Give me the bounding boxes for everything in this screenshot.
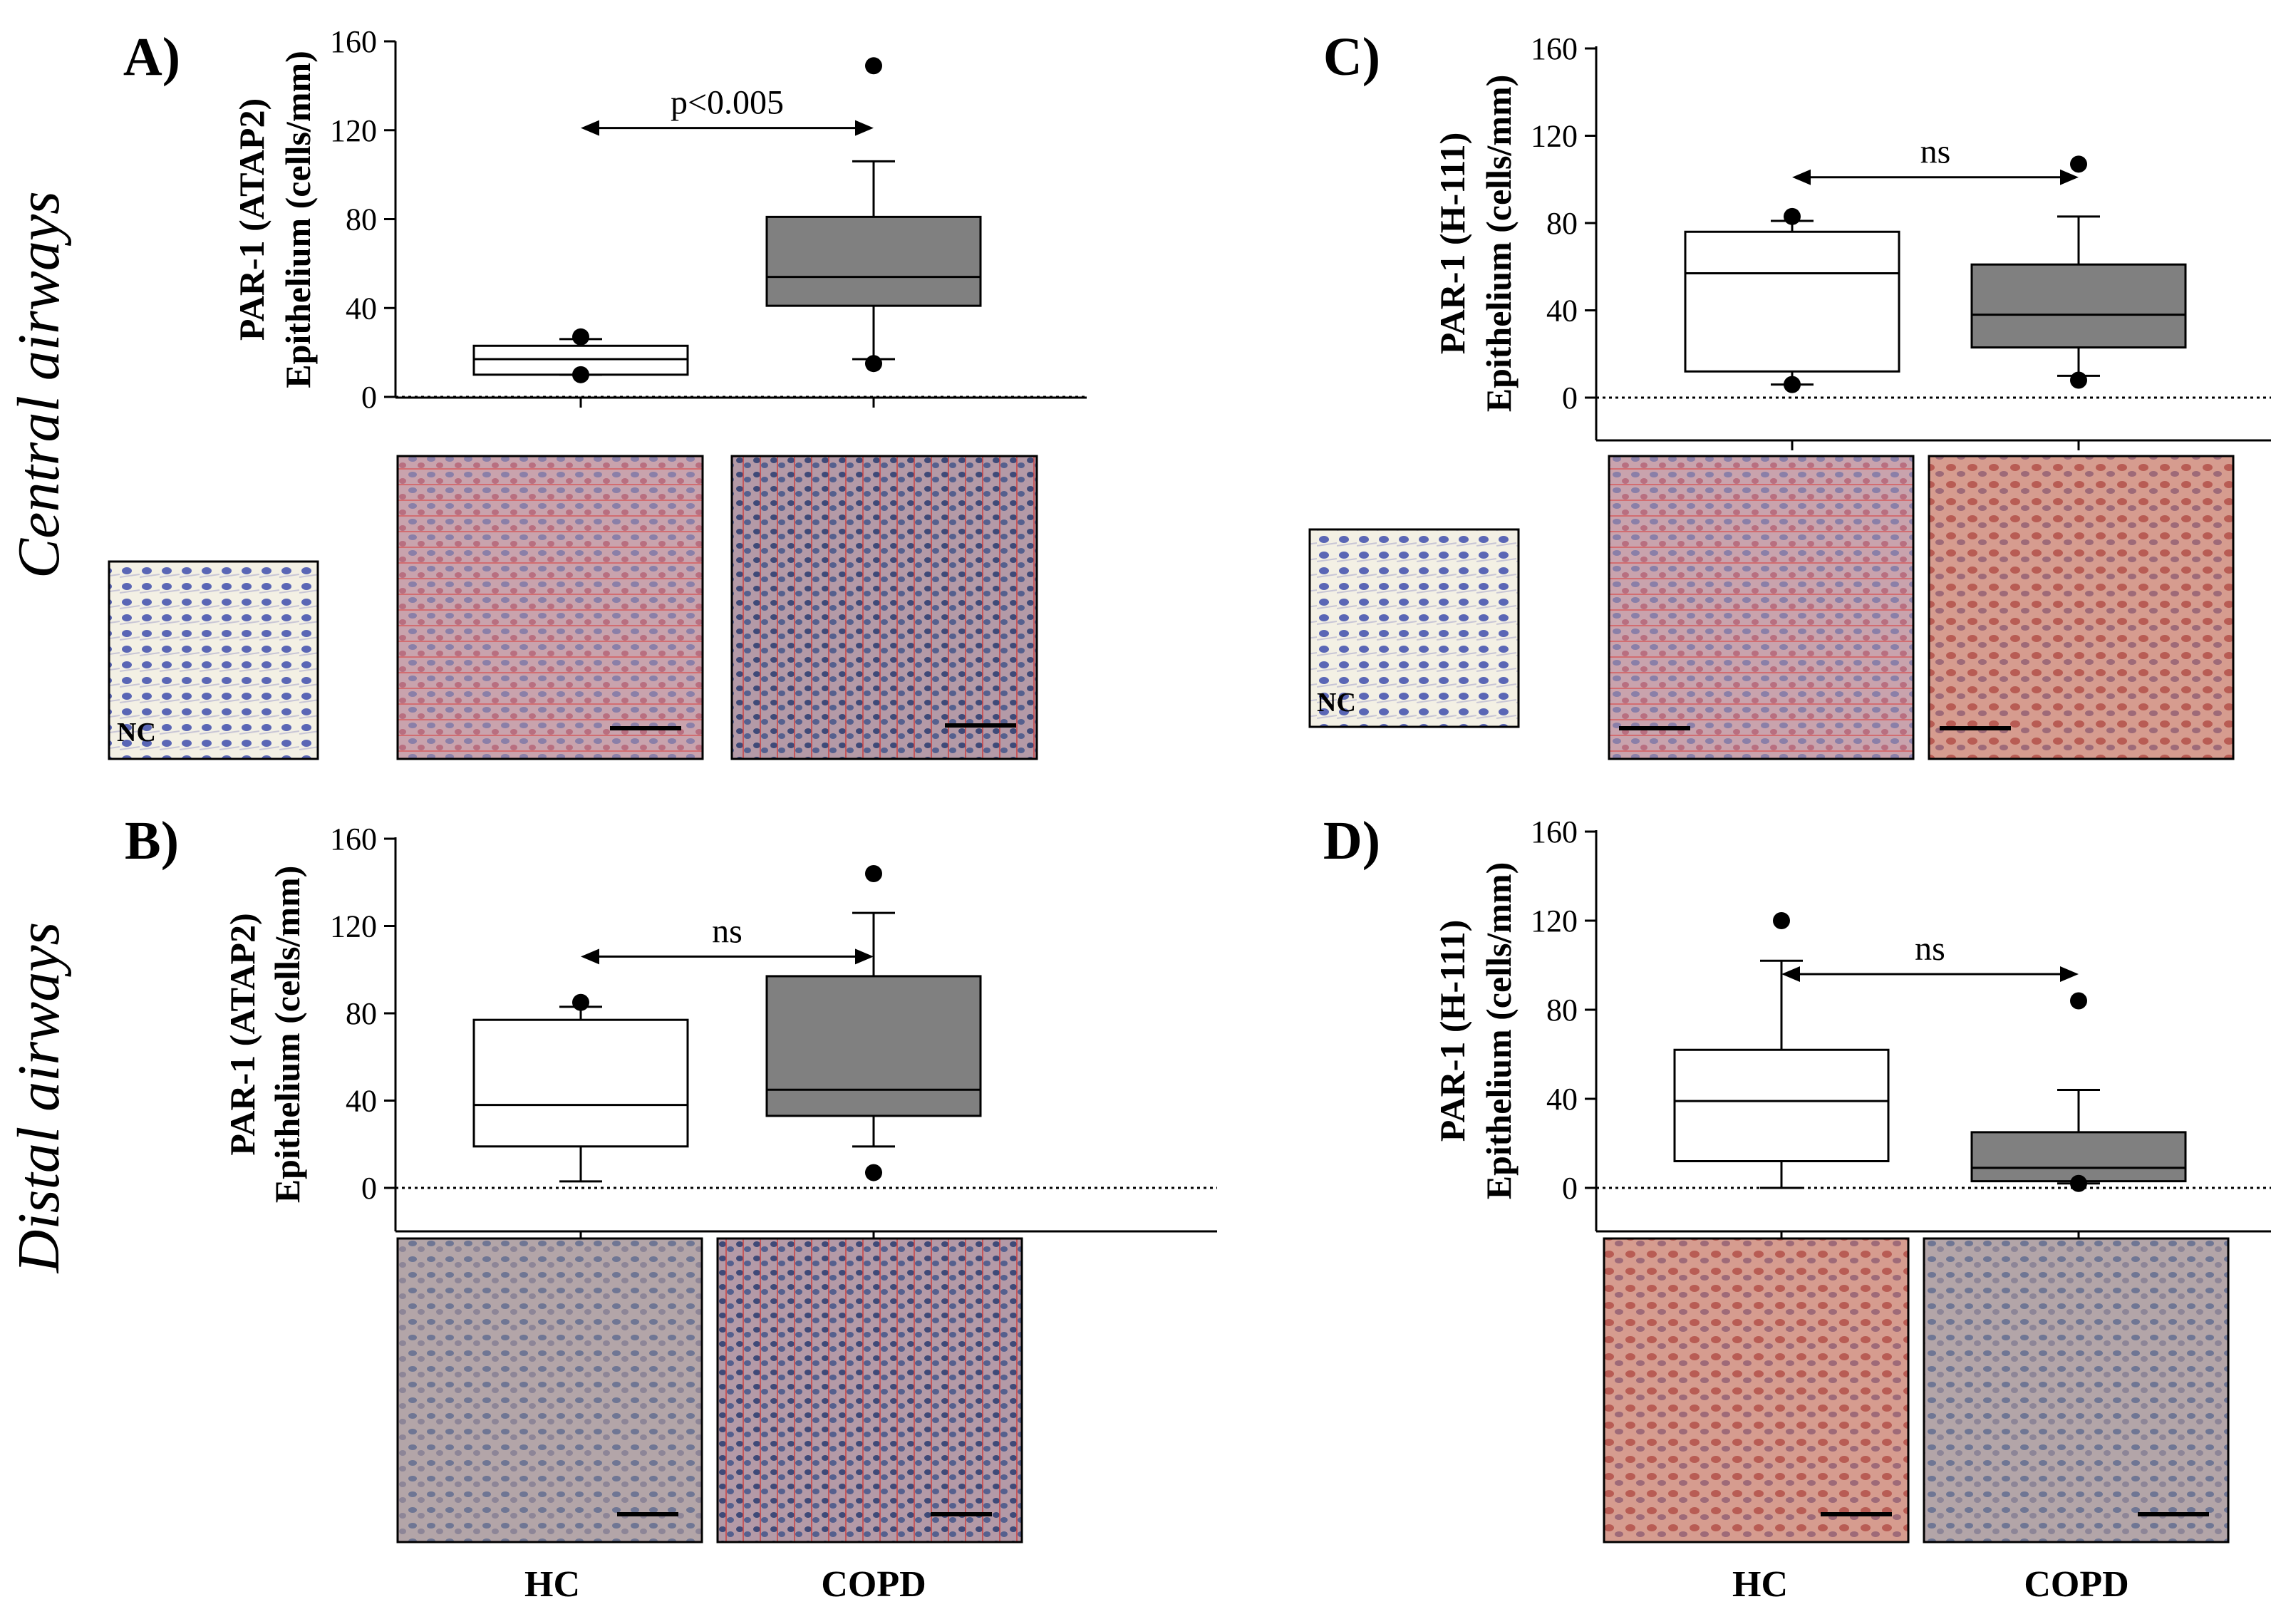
arrowhead-right [855, 120, 874, 136]
micrograph-a-hc [396, 455, 704, 760]
y-tick-label: 160 [330, 24, 377, 59]
outlier-point-copd [865, 1164, 882, 1181]
panel-d: D) PAR-1 (H-111) Epithelium (cells/mm) 0 40 8… [1323, 811, 2271, 1241]
y-axis-label-line2: Epithelium (cells/mm) [278, 51, 318, 388]
micrograph-d-hc [1603, 1237, 1910, 1543]
outlier-point-copd [865, 865, 882, 882]
y-tick-label: 0 [1562, 1171, 1578, 1206]
y-axis-label-line2: Epithelium (cells/mm) [267, 866, 307, 1204]
box-copd [1970, 1131, 2187, 1183]
y-axis-label-line2: Epithelium (cells/mm) [1479, 75, 1519, 413]
outlier-point-copd [865, 355, 882, 373]
y-axis-label-line1: PAR-1 (ATAP2) [222, 913, 262, 1155]
significance-label: p<0.005 [671, 84, 784, 122]
arrowhead-left [581, 120, 599, 136]
y-axis-label-line1: PAR-1 (H-111) [1432, 133, 1472, 355]
micrograph-d-copd [1923, 1237, 2230, 1543]
row-label-distal: Distal airways [6, 922, 72, 1273]
micrograph-c-copd [1928, 455, 2235, 760]
panel-letter: A) [123, 27, 180, 87]
row-label-central: Central airways [6, 191, 72, 579]
box-copd [765, 975, 982, 1117]
y-tick-label: 0 [1562, 381, 1578, 415]
micrograph-nc-c [1308, 528, 1520, 728]
outlier-point-copd [2070, 1174, 2087, 1192]
outlier-point-copd [2070, 371, 2087, 389]
y-tick-label: 80 [1546, 206, 1578, 241]
y-tick-label: 160 [330, 822, 377, 857]
box-copd [765, 215, 982, 307]
nc-label-a: NC [117, 718, 156, 748]
y-tick-label: 40 [346, 1084, 377, 1119]
outlier-point-copd [2070, 155, 2087, 173]
arrowhead-left [1781, 966, 1800, 982]
box-copd [1970, 263, 2187, 349]
y-tick-label: 40 [346, 291, 377, 326]
group-label-copd-right: COPD [2024, 1564, 2128, 1605]
box-hc [472, 1018, 689, 1148]
outlier-point-hc [572, 328, 589, 346]
outlier-point-copd [865, 57, 882, 75]
group-label-hc-left: HC [524, 1564, 580, 1605]
y-tick-label: 80 [1546, 993, 1578, 1028]
significance-label: ns [1915, 930, 1945, 968]
micrograph-nc-a [108, 560, 319, 760]
nc-label-c: NC [1317, 688, 1356, 718]
y-tick-label: 120 [330, 113, 377, 148]
y-tick-label: 80 [346, 202, 377, 237]
arrowhead-left [581, 948, 599, 965]
box-hc [1673, 1048, 1890, 1162]
outlier-point-hc [1773, 912, 1790, 929]
arrowhead-right [2060, 169, 2079, 185]
y-axis-label-line1: PAR-1 (ATAP2) [232, 98, 271, 341]
significance-label: ns [1920, 133, 1951, 171]
arrowhead-left [1792, 169, 1811, 185]
micrograph-b-copd [716, 1237, 1023, 1543]
outlier-point-hc [1784, 376, 1801, 393]
y-tick-label: 0 [361, 1171, 377, 1206]
y-tick-label: 120 [1531, 904, 1578, 938]
micrograph-b-hc [396, 1237, 703, 1543]
micrograph-c-hc [1608, 455, 1915, 760]
significance-label: ns [712, 912, 743, 950]
panel-letter: B) [125, 811, 179, 871]
outlier-point-hc [572, 993, 589, 1011]
y-tick-label: 160 [1531, 31, 1578, 66]
panel-letter: C) [1323, 27, 1380, 87]
y-tick-label: 120 [330, 909, 377, 944]
y-tick-label: 0 [361, 380, 377, 415]
y-tick-label: 40 [1546, 1082, 1578, 1117]
y-axis-label-line2: Epithelium (cells/mm) [1479, 862, 1519, 1200]
group-label-copd-left: COPD [821, 1564, 926, 1605]
panel-c: C) PAR-1 (H-111) Epithelium (cells/mm) 0 40 8… [1323, 27, 2271, 450]
y-tick-label: 80 [346, 996, 377, 1031]
y-tick-label: 160 [1531, 814, 1578, 849]
y-tick-label: 40 [1546, 294, 1578, 329]
box-hc [1684, 230, 1900, 373]
outlier-point-hc [1784, 207, 1801, 225]
panel-b: B) PAR-1 (ATAP2) Epithelium (cells/mm) 0 40 8… [125, 811, 1217, 1241]
micrographs: NC NC [108, 455, 2235, 1543]
panel-a: A) PAR-1 (ATAP2) Epithelium (cells/mm) 0 40 8… [123, 24, 1087, 415]
y-tick-label: 120 [1531, 119, 1578, 154]
outlier-point-hc [572, 366, 589, 383]
arrowhead-right [855, 948, 874, 965]
panel-letter: D) [1323, 811, 1380, 871]
arrowhead-right [2060, 966, 2079, 982]
y-axis-label-line1: PAR-1 (H-111) [1432, 920, 1472, 1142]
outlier-point-copd [2070, 992, 2087, 1010]
group-label-hc-right: HC [1732, 1564, 1788, 1605]
micrograph-a-copd [730, 455, 1038, 760]
